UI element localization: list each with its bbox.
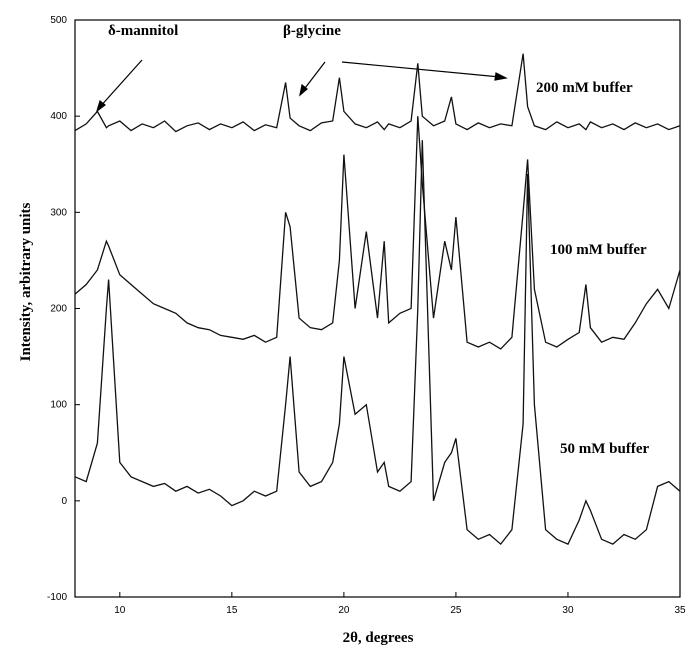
x-tick-label: 25: [450, 605, 462, 616]
x-tick-label: 35: [674, 605, 686, 616]
x-tick-label: 15: [226, 605, 238, 616]
y-tick-label: -100: [47, 592, 67, 603]
y-tick-label: 300: [50, 207, 67, 218]
annotation: β-glycine: [283, 23, 341, 39]
y-tick-label: 400: [50, 111, 67, 122]
annotation: 50 mM buffer: [560, 441, 649, 457]
y-axis-title: Intensity, arbitrary units: [18, 202, 34, 361]
annotation: 200 mM buffer: [536, 80, 633, 96]
data-line: [74, 116, 681, 350]
annotation: 100 mM buffer: [550, 242, 647, 258]
annotation: δ-mannitol: [108, 23, 178, 39]
y-tick-label: 100: [50, 400, 67, 411]
x-tick-label: 10: [114, 605, 126, 616]
y-tick-label: 0: [61, 496, 67, 507]
x-tick-label: 30: [562, 605, 574, 616]
x-tick-label: 20: [338, 605, 350, 616]
y-tick-label: 500: [50, 15, 67, 26]
annotation-arrows: [95, 59, 508, 113]
x-axis-title: 2θ, degrees: [343, 630, 414, 646]
data-line: [74, 53, 681, 133]
data-line: [74, 140, 681, 546]
y-tick-label: 200: [50, 304, 67, 315]
